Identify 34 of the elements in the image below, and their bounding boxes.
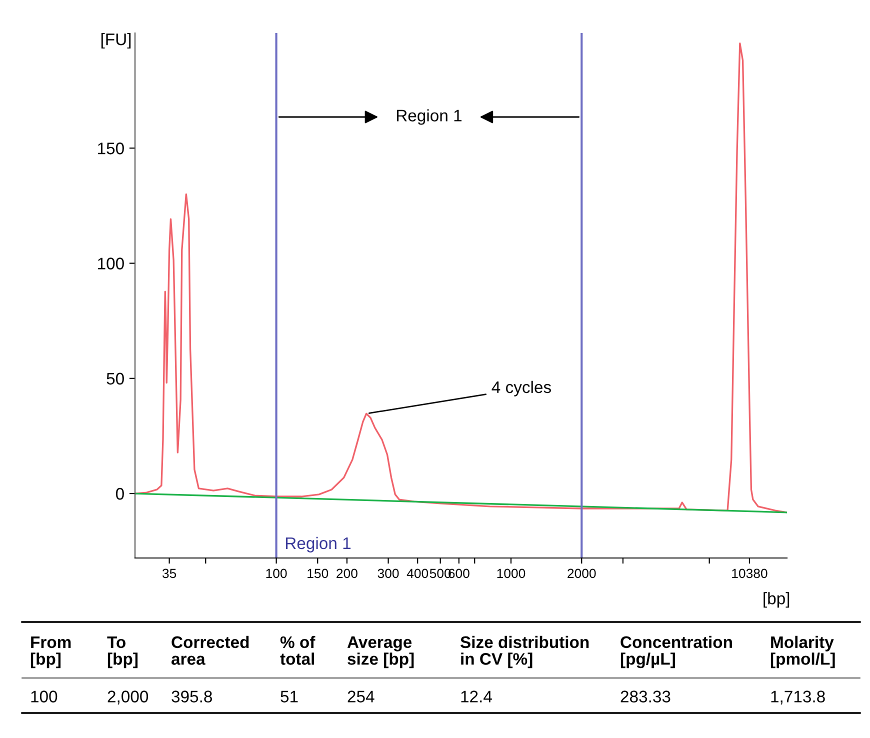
- annotation: Region 1: [396, 109, 462, 125]
- x-tick-label: 100: [266, 568, 287, 578]
- x-tick-label: 1000: [497, 568, 526, 578]
- text: 51: [280, 690, 298, 702]
- x-tick-label: 35: [162, 568, 176, 578]
- text: 395.8: [172, 690, 212, 702]
- text: 254: [348, 690, 374, 702]
- y-tick-label: 0: [116, 488, 124, 500]
- ref-line-label: Region 1: [286, 536, 351, 552]
- x-axis-title: [bp]: [764, 592, 790, 608]
- text: Average size [bp]: [347, 636, 414, 668]
- text: To [bp]: [107, 636, 138, 668]
- x-tick-label: 10380: [732, 568, 768, 578]
- text: Size distribution in CV [%]: [460, 636, 589, 668]
- text: % of total: [280, 636, 316, 665]
- x-tick-label: 300: [378, 568, 399, 578]
- y-axis-title: [FU]: [101, 33, 131, 49]
- x-tick-label: 2000: [568, 568, 596, 578]
- text: 12.4: [461, 690, 492, 702]
- x-tick-label: 400: [406, 568, 428, 578]
- text: Molarity [pmol/L]: [770, 636, 835, 668]
- text: Corrected area: [171, 636, 249, 665]
- text: 283.33: [620, 690, 670, 702]
- text: 2,000: [108, 690, 148, 704]
- y-tick-label: 100: [98, 258, 124, 270]
- x-tick-label: 150: [308, 568, 328, 578]
- text: 1,713.8: [771, 690, 825, 704]
- text: 100: [31, 690, 58, 702]
- text: From [bp]: [30, 636, 71, 668]
- text: Concentration [pg/µL]: [620, 636, 732, 668]
- x-tick-label: 200: [336, 568, 358, 578]
- y-tick-label: 150: [98, 142, 124, 154]
- y-tick-label: 50: [106, 372, 124, 385]
- annotation: 4 cycles: [492, 380, 551, 396]
